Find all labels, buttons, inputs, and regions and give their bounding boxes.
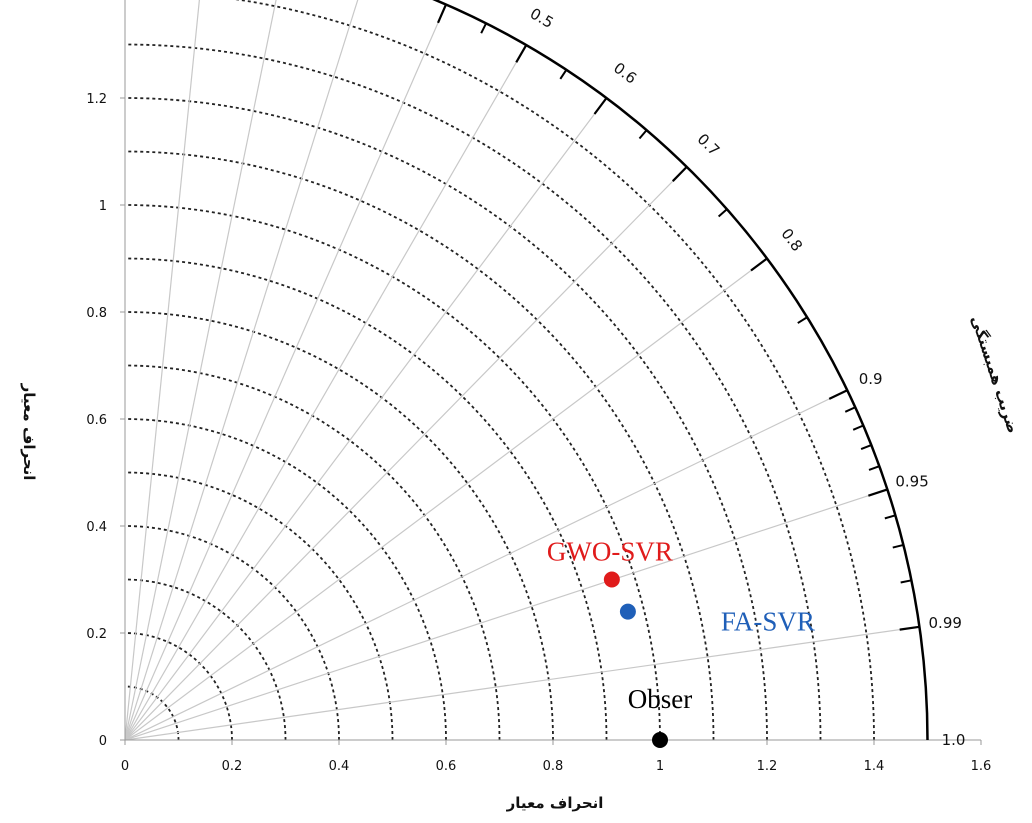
std-circle — [124, 685, 180, 741]
correlation-major-tick — [899, 625, 920, 631]
y-tick-label: 0.6 — [86, 413, 107, 428]
series-label: Obser — [628, 684, 692, 714]
correlation-ray — [124, 44, 527, 741]
y-tick-label: 1.2 — [86, 92, 107, 107]
correlation-tick-label: 1.0 — [942, 731, 966, 749]
y-axis-ticks: 00.20.40.60.811.21.41.6 — [86, 92, 125, 749]
x-tick-label: 0.4 — [329, 759, 350, 774]
correlation-minor-tick — [892, 543, 904, 549]
correlation-minor-tick — [480, 22, 488, 34]
x-axis-title: انحراف معیار — [506, 794, 604, 812]
correlation-minor-tick — [884, 514, 896, 520]
std-circle — [124, 525, 340, 741]
y-axis-title: انحراف معیار — [20, 383, 38, 481]
series-point — [603, 571, 620, 588]
correlation-major-tick — [515, 44, 528, 63]
correlation-ray — [124, 4, 447, 741]
x-axis-ticks: 0 0.2 0.4 0.6 0.8 1 1.2 1.4 1.6 — [121, 740, 991, 774]
series-label: GWO-SVR — [547, 537, 673, 567]
correlation-tick-label: 0.7 — [694, 130, 724, 160]
correlation-minor-tick — [559, 69, 568, 80]
correlation-tick-label: 0.8 — [777, 225, 806, 255]
series-point — [652, 732, 668, 748]
y-tick-label: 0.4 — [86, 520, 107, 535]
correlation-major-tick — [436, 4, 448, 24]
series-point — [619, 603, 636, 620]
correlation-ray — [124, 97, 607, 741]
correlation-tick-label: 0.99 — [929, 614, 962, 632]
std-circle — [124, 418, 447, 741]
y-tick-label: 0.2 — [86, 627, 107, 642]
correlation-tick-label: 0.9 — [859, 370, 883, 388]
correlation-minor-tick — [844, 406, 856, 413]
correlation-ray — [124, 0, 359, 741]
correlation-ray — [124, 389, 848, 741]
correlation-ray — [124, 488, 888, 741]
std-circle — [124, 471, 394, 741]
correlation-ray — [124, 258, 768, 741]
correlation-tick-label: 0.5 — [527, 4, 557, 32]
correlation-ray — [124, 0, 200, 741]
std-circle — [124, 257, 608, 741]
std-circle — [124, 632, 233, 741]
correlation-axis-title: ضریب همبستگی — [967, 313, 1022, 435]
y-tick-label: 1 — [99, 199, 107, 214]
std-circle-grid — [124, 0, 875, 741]
correlation-minor-tick — [900, 579, 912, 584]
x-tick-label: 1.6 — [971, 759, 992, 774]
correlation-minor-tick — [860, 444, 872, 451]
correlation-minor-tick — [797, 316, 808, 324]
outer-arc-line — [432, 0, 929, 741]
x-tick-label: 1.2 — [757, 759, 778, 774]
correlation-tick-label: 0.95 — [895, 472, 928, 490]
std-circle — [124, 150, 715, 741]
correlation-major-tick — [828, 389, 848, 400]
x-tick-label: 0.2 — [222, 759, 243, 774]
x-tick-label: 0.8 — [543, 759, 564, 774]
std-circle — [124, 43, 822, 741]
correlation-major-tick — [671, 166, 688, 182]
x-tick-label: 1 — [656, 759, 664, 774]
correlation-tick-label: 0.6 — [610, 59, 640, 88]
correlation-rays — [124, 0, 920, 741]
correlation-minor-tick — [717, 208, 728, 218]
correlation-major-tick — [593, 97, 608, 115]
std-circle — [124, 311, 554, 741]
std-circle — [124, 204, 661, 741]
correlation-ray — [124, 166, 688, 741]
std-circle — [124, 364, 501, 741]
x-tick-label: 0.6 — [436, 759, 457, 774]
correlation-ray — [124, 0, 277, 741]
std-circle — [124, 97, 768, 741]
series-points: GWO-SVR FA-SVR Obser — [547, 537, 815, 748]
std-circle — [234, 0, 875, 741]
correlation-major-tick — [750, 257, 768, 272]
correlation-ray — [124, 626, 920, 741]
correlation-minor-tick — [638, 129, 648, 140]
y-tick-label: 0 — [99, 734, 107, 749]
outer-arc — [432, 0, 929, 741]
series-label: FA-SVR — [721, 607, 815, 637]
correlation-major-tick — [868, 488, 888, 497]
x-tick-label: 0 — [121, 759, 129, 774]
std-circle — [124, 578, 287, 741]
correlation-ticks: 0.00.10.20.30.40.50.60.70.80.90.950.991.… — [436, 4, 966, 749]
correlation-minor-tick — [868, 465, 880, 471]
correlation-minor-tick — [852, 424, 864, 431]
y-tick-label: 0.8 — [86, 306, 107, 321]
x-tick-label: 1.4 — [864, 759, 885, 774]
